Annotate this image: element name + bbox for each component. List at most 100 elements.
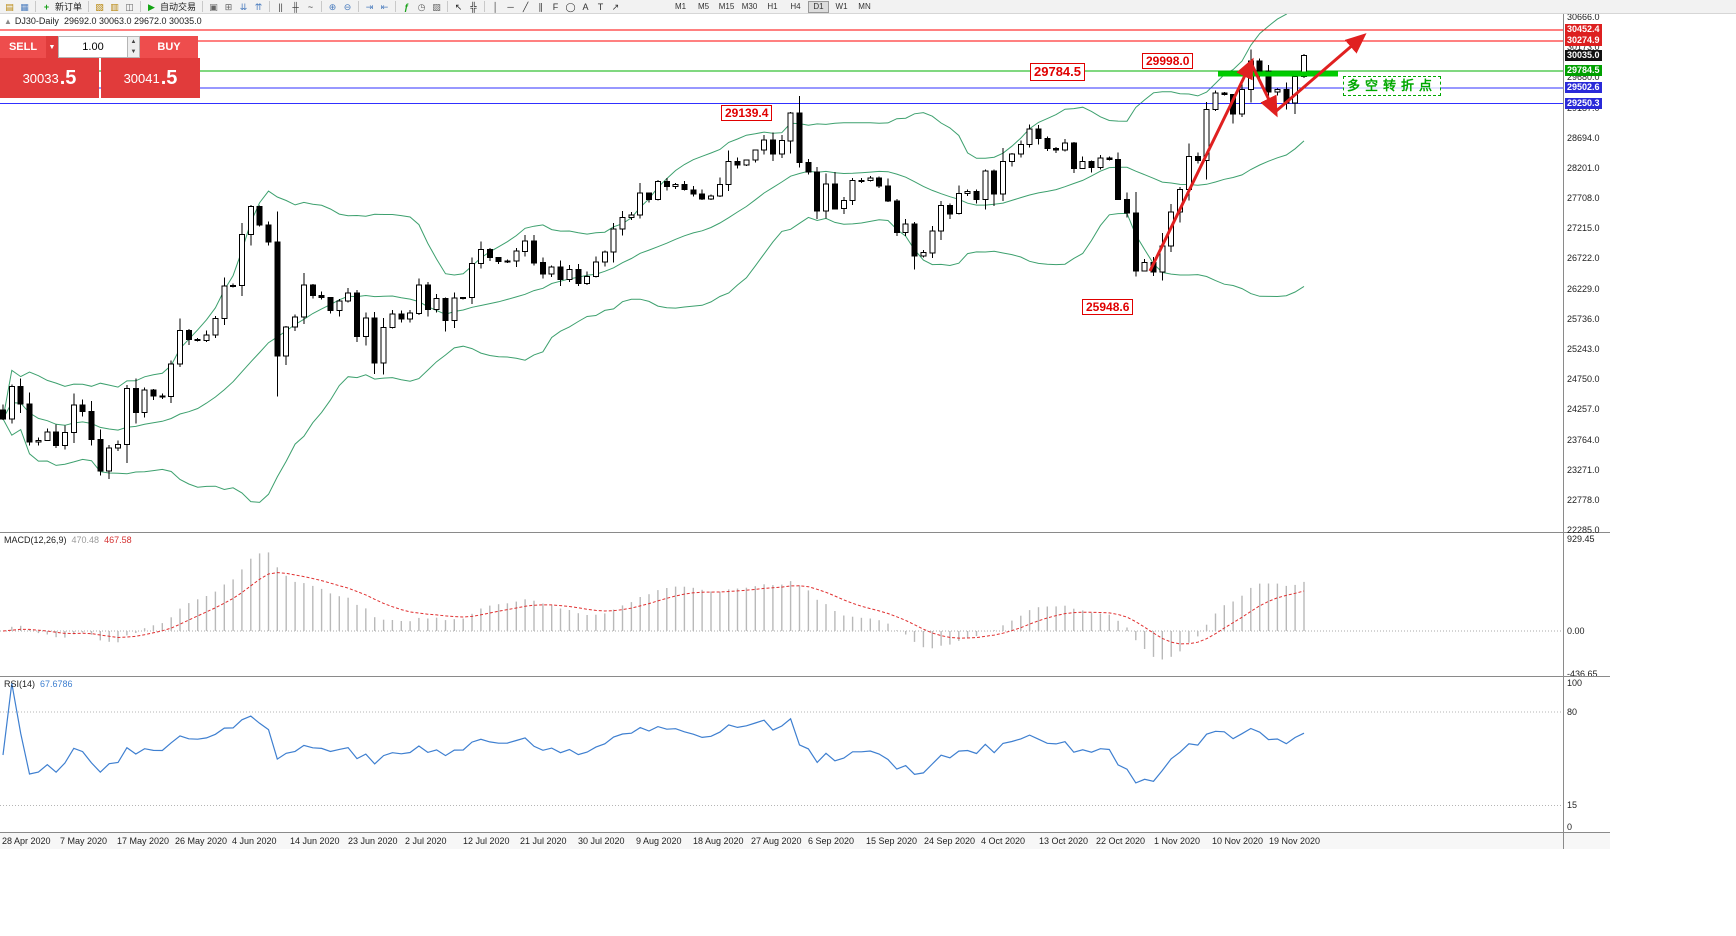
price-tick: 26722.0 [1567,253,1600,263]
candlestick-chart-icon[interactable]: ╫ [292,1,299,12]
time-axis[interactable]: 28 Apr 2020 7 May 2020 17 May 2020 26 May 2… [0,832,1610,849]
trendline-icon[interactable]: ╱ [522,1,529,12]
horizontal-line-icon[interactable]: ─ [507,1,514,12]
date-label: 22 Oct 2020 [1096,836,1146,846]
date-label: 4 Oct 2020 [981,836,1026,846]
data-window-icon[interactable]: ▦ [20,1,29,12]
date-label: 10 Nov 2020 [1212,836,1264,846]
date-label: 7 May 2020 [60,836,108,846]
crosshair-icon[interactable]: ╬ [470,1,477,12]
buy-price[interactable]: 30041.5 [101,58,200,98]
toolbar-separator [140,1,142,12]
rsi-axis-label: 100 [1567,678,1583,688]
price-tick: 25243.0 [1567,344,1600,354]
autotrading-icon[interactable]: ▶ [148,1,155,12]
arrows-tool-icon[interactable]: ↗ [611,1,620,12]
toolbar-separator [447,1,449,12]
date-label: 4 Jun 2020 [232,836,277,846]
rsi-axis: 100 80 15 0 [1564,677,1610,832]
chart-profiles-icon[interactable]: ▧ [95,1,104,12]
arrange-up-icon[interactable]: ⇈ [254,1,263,12]
price-chart-canvas[interactable] [0,14,1563,532]
macd-axis: 929.45 0.00 -436.65 [1564,533,1610,679]
stepper-up-icon[interactable]: ▲ [130,39,137,45]
strategy-tester-icon[interactable]: ◫ [125,1,134,12]
price-level-label: 30452.4 [1565,24,1602,35]
bar-chart-icon[interactable]: || [278,1,283,12]
shapes-icon[interactable]: ◯ [565,1,576,12]
channel-icon[interactable]: ∥ [538,1,543,12]
timeframe-m5-button[interactable]: M5 [697,2,710,11]
terminal-icon[interactable]: ▥ [110,1,119,12]
date-label: 24 Sep 2020 [924,836,976,846]
autotrading-label[interactable]: 自动交易 [160,2,197,12]
timeframe-d1-button[interactable]: D1 [808,0,830,13]
periods-icon[interactable]: ◷ [417,1,426,12]
rsi-axis-label: 80 [1567,707,1578,717]
label-icon[interactable]: T [597,1,604,12]
volume-stepper[interactable]: ▲ ▼ [128,36,140,58]
zoom-in-icon[interactable]: ⊕ [328,1,337,12]
chart-shift-icon[interactable]: ⇤ [380,1,389,12]
toolbar-separator [269,1,271,12]
tile-windows-icon[interactable]: ▣ [209,1,218,12]
cascade-windows-icon[interactable]: ⊞ [224,1,233,12]
timeframe-h4-button[interactable]: H4 [790,2,801,11]
date-label: 18 Aug 2020 [693,836,744,846]
zoom-out-icon[interactable]: ⊖ [343,1,352,12]
market-watch-icon[interactable]: ▤ [5,1,14,12]
macd-axis-label: -436.65 [1567,669,1598,679]
stepper-down-icon[interactable]: ▼ [130,49,137,55]
text-icon[interactable]: A [582,1,589,12]
volume-input[interactable] [58,36,128,58]
price-level-label: 30035.0 [1565,50,1602,61]
new-order-icon[interactable]: + [43,1,50,12]
buy-button[interactable]: BUY [140,36,198,58]
chart-ohlc-header: ▲ DJ30-Daily 29692.0 30063.0 29672.0 3003… [4,16,202,26]
cursor-icon[interactable]: ↖ [454,1,463,12]
one-click-trading-panel: SELL ▼ ▲ ▼ BUY 30033.5 30041.5 [0,36,200,98]
sell-price[interactable]: 30033.5 [0,58,99,98]
price-level-label: 29784.5 [1565,65,1602,76]
auto-scroll-icon[interactable]: ⇥ [365,1,374,12]
timeframe-w1-button[interactable]: W1 [835,2,848,11]
price-tick: 27708.0 [1567,193,1600,203]
date-label: 17 May 2020 [117,836,170,846]
timeframe-m30-button[interactable]: M30 [741,2,758,11]
rsi-panel: RSI(14) 67.6786 100 80 15 0 [0,676,1610,832]
new-order-label[interactable]: 新订单 [55,2,83,12]
turning-point-note: 多空转折点 [1343,76,1442,96]
price-axis[interactable]: 30666.030173.029680.029187.028694.028201… [1564,12,1610,535]
macd-main-value: 470.48 [71,535,100,545]
templates-icon[interactable]: ▨ [432,1,441,12]
date-label: 19 Nov 2020 [1269,836,1321,846]
timeframe-h1-button[interactable]: H1 [767,2,778,11]
toolbar-separator [35,1,36,12]
chart-symbol-period: DJ30-Daily [14,16,59,26]
date-label: 9 Aug 2020 [636,836,682,846]
indicators-icon[interactable]: ƒ [404,1,410,12]
date-label: 2 Jul 2020 [405,836,447,846]
timeframe-m1-button[interactable]: M1 [674,2,687,11]
price-tick: 26229.0 [1567,284,1600,294]
timeframe-mn-button[interactable]: MN [858,2,871,11]
vertical-line-icon[interactable]: │ [492,1,499,12]
fibonacci-icon[interactable]: F [552,1,559,12]
date-label: 13 Oct 2020 [1039,836,1089,846]
price-tick: 30666.0 [1567,12,1600,22]
date-label: 23 Jun 2020 [348,836,398,846]
arrange-down-icon[interactable]: ⇊ [239,1,248,12]
oneclick-collapse-icon[interactable]: ▲ [4,17,12,26]
macd-label: MACD(12,26,9) 470.48 467.58 [4,535,132,545]
volume-dropdown-button[interactable]: ▼ [46,36,58,58]
price-callout: 29784.5 [1030,63,1085,81]
chart-area: ▲ DJ30-Daily 29692.0 30063.0 29672.0 3003… [0,14,1563,532]
price-tick: 25736.0 [1567,314,1600,324]
sell-button[interactable]: SELL [0,36,46,58]
toolbar-separator [395,1,397,12]
price-callout: 29139.4 [721,105,773,121]
line-chart-icon[interactable]: ~ [307,1,314,12]
macd-canvas [0,552,1563,660]
chart-ohlc-values: 29692.0 30063.0 29672.0 30035.0 [63,16,202,26]
timeframe-m15-button[interactable]: M15 [718,2,735,11]
